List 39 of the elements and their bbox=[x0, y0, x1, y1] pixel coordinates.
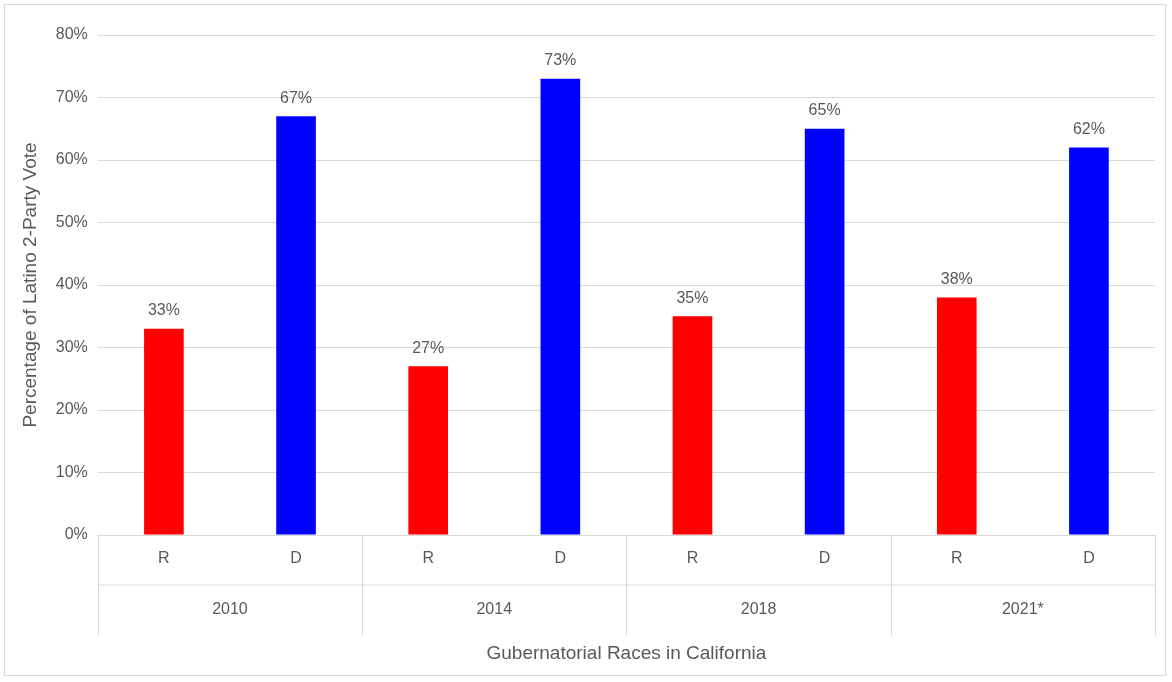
bar bbox=[540, 78, 581, 535]
y-tick-label: 80% bbox=[55, 25, 88, 43]
data-label: 65% bbox=[808, 101, 841, 119]
x-axis-title: Gubernatorial Races in California bbox=[486, 641, 767, 663]
data-label: 38% bbox=[940, 269, 973, 287]
x-tick-label: D bbox=[1083, 549, 1095, 567]
data-label: 62% bbox=[1072, 119, 1105, 137]
x-tick-label: R bbox=[422, 549, 434, 567]
x-tick-label: R bbox=[951, 549, 963, 567]
text: 2021* bbox=[1001, 600, 1044, 618]
data-label: 73% bbox=[544, 51, 577, 69]
data-label: 67% bbox=[280, 88, 313, 106]
data-label: 27% bbox=[412, 338, 445, 356]
y-tick-label: 70% bbox=[55, 87, 88, 105]
y-tick-label: 20% bbox=[55, 400, 88, 418]
bar bbox=[804, 128, 845, 535]
bar bbox=[408, 366, 449, 535]
bar bbox=[1069, 147, 1109, 535]
y-tick-label: 50% bbox=[55, 212, 88, 230]
y-tick-label: 60% bbox=[55, 150, 88, 168]
text: 2010 bbox=[212, 600, 248, 618]
y-tick-label: 40% bbox=[55, 275, 88, 293]
x-tick-label: D bbox=[554, 549, 567, 567]
bar bbox=[276, 116, 316, 535]
bar bbox=[144, 328, 184, 535]
text: 2018 bbox=[740, 600, 777, 618]
y-tick-label: 0% bbox=[64, 525, 88, 543]
data-label: 35% bbox=[676, 288, 709, 306]
text: 2014 bbox=[476, 600, 513, 618]
bar bbox=[936, 297, 977, 535]
x-tick-label: D bbox=[290, 549, 302, 567]
bar bbox=[672, 316, 713, 535]
y-tick-label: 30% bbox=[55, 337, 88, 355]
y-tick-label: 10% bbox=[55, 462, 88, 480]
x-tick-label: D bbox=[818, 549, 831, 567]
x-tick-label: R bbox=[686, 549, 699, 567]
y-axis-title: Percentage of Latino 2-Party Vote bbox=[18, 142, 40, 428]
x-tick-label: R bbox=[158, 549, 170, 567]
data-label: 33% bbox=[147, 301, 180, 319]
